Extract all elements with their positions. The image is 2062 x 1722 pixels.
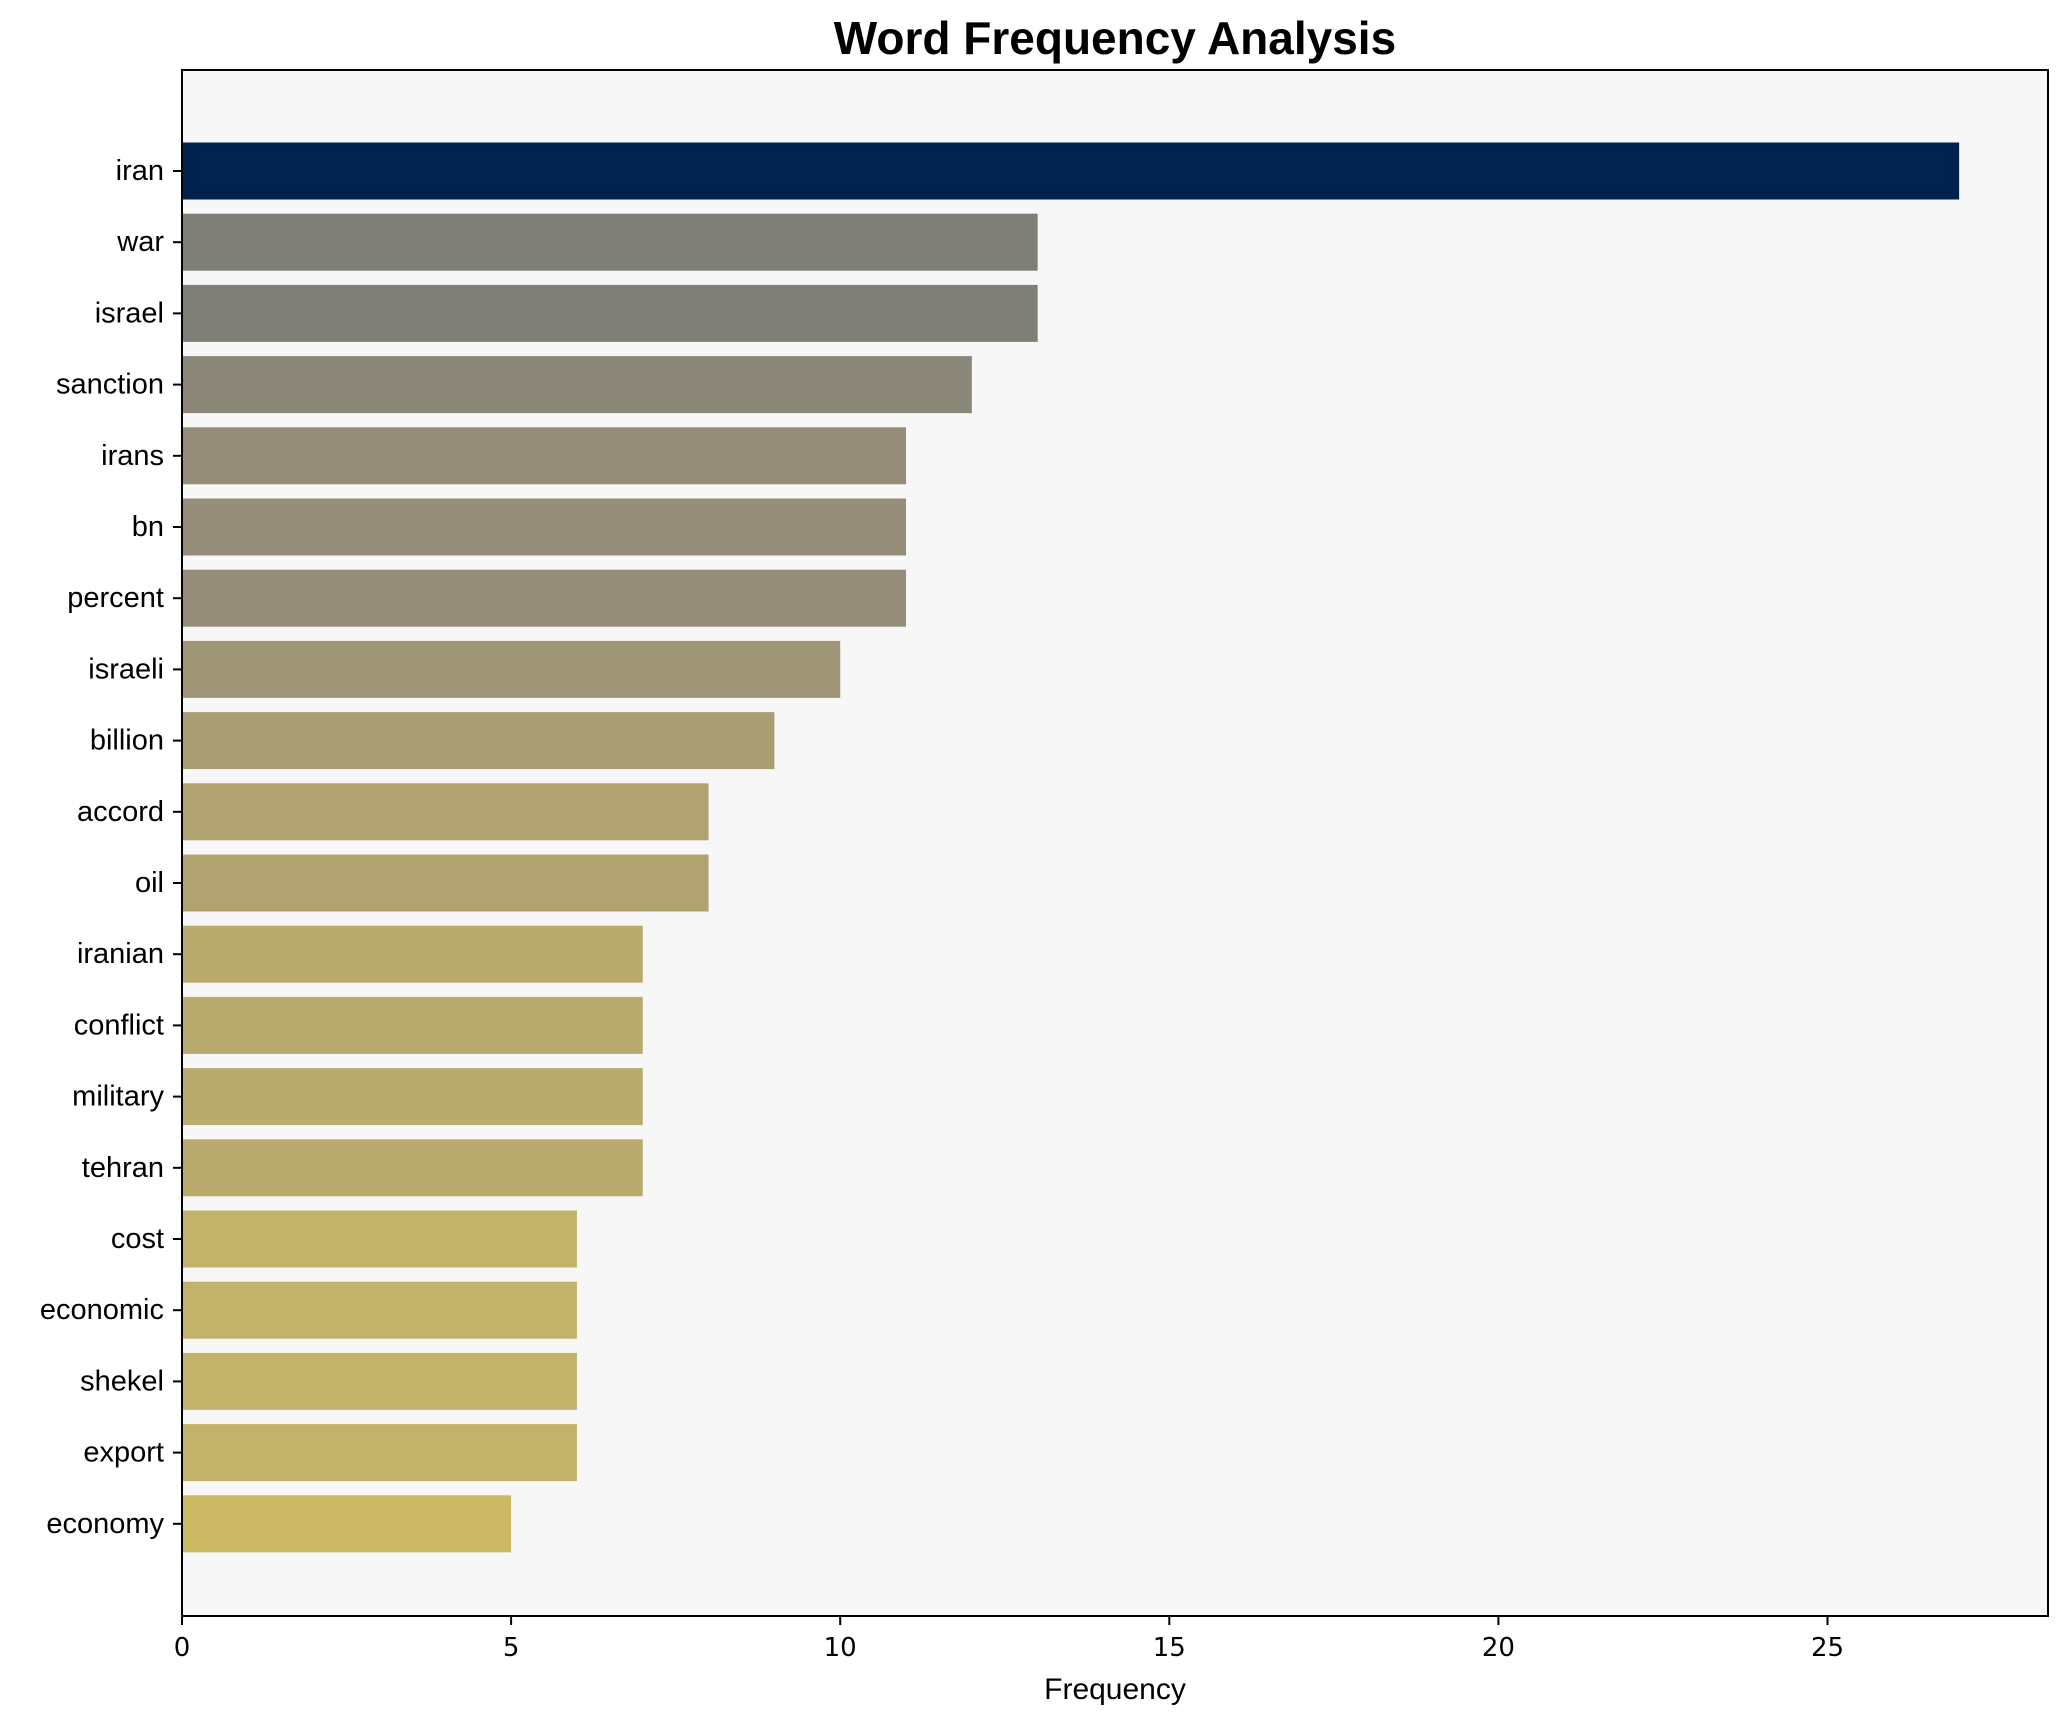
bar-tehran bbox=[182, 1139, 643, 1197]
bar-cost bbox=[182, 1210, 577, 1268]
y-tick-label-percent: percent bbox=[67, 582, 164, 614]
y-tick-label-accord: accord bbox=[77, 796, 164, 828]
bar-bn bbox=[182, 498, 907, 556]
bar-shekel bbox=[182, 1352, 577, 1410]
y-tick-label-bn: bn bbox=[132, 511, 164, 543]
plot-frame bbox=[181, 69, 2049, 1617]
x-tick-label: 25 bbox=[1811, 1633, 1844, 1663]
y-tick-label-iranian: iranian bbox=[77, 938, 164, 970]
x-tick-label: 15 bbox=[1153, 1633, 1186, 1663]
bar-sanction bbox=[182, 356, 972, 414]
y-tick-label-war: war bbox=[116, 226, 164, 258]
y-tick-label-economy: economy bbox=[46, 1508, 164, 1540]
bar-oil bbox=[182, 854, 709, 912]
bar-israeli bbox=[182, 640, 841, 698]
y-tick-label-export: export bbox=[83, 1437, 164, 1469]
bar-iran bbox=[182, 142, 1960, 200]
x-tick-label: 20 bbox=[1482, 1633, 1515, 1663]
x-tick-label: 10 bbox=[824, 1633, 857, 1663]
bar-export bbox=[182, 1424, 577, 1482]
y-tick-label-sanction: sanction bbox=[56, 369, 164, 401]
chart-title: Word Frequency Analysis bbox=[834, 12, 1396, 64]
x-tick-label: 0 bbox=[174, 1633, 191, 1663]
y-tick-label-israeli: israeli bbox=[88, 653, 164, 685]
y-tick-label-shekel: shekel bbox=[80, 1365, 164, 1397]
bar-economic bbox=[182, 1281, 577, 1339]
x-axis-label: Frequency bbox=[1044, 1673, 1186, 1706]
bar-billion bbox=[182, 712, 775, 770]
y-tick-label-conflict: conflict bbox=[74, 1009, 164, 1041]
bar-israel bbox=[182, 284, 1038, 342]
y-tick-label-tehran: tehran bbox=[82, 1152, 164, 1184]
y-tick-label-irans: irans bbox=[101, 440, 164, 472]
bar-iranian bbox=[182, 925, 643, 983]
y-tick-label-oil: oil bbox=[135, 867, 164, 899]
y-tick-label-billion: billion bbox=[90, 725, 164, 757]
bar-military bbox=[182, 1068, 643, 1126]
bar-percent bbox=[182, 569, 907, 627]
bar-war bbox=[182, 213, 1038, 271]
bar-economy bbox=[182, 1495, 512, 1553]
y-tick-label-israel: israel bbox=[95, 297, 164, 329]
bar-accord bbox=[182, 783, 709, 841]
bar-irans bbox=[182, 427, 907, 485]
x-axis-ticks: 0 5 10 15 20 25 bbox=[174, 1616, 1844, 1663]
y-tick-label-military: military bbox=[72, 1081, 164, 1113]
y-tick-label-economic: economic bbox=[40, 1294, 164, 1326]
bar-conflict bbox=[182, 996, 643, 1054]
x-tick-label: 5 bbox=[503, 1633, 520, 1663]
y-tick-label-iran: iran bbox=[116, 155, 164, 187]
bars-group bbox=[182, 142, 1960, 1553]
y-tick-label-cost: cost bbox=[111, 1223, 164, 1255]
y-axis-ticks: iran war israel sanction irans bn percent israe… bbox=[40, 155, 182, 1540]
